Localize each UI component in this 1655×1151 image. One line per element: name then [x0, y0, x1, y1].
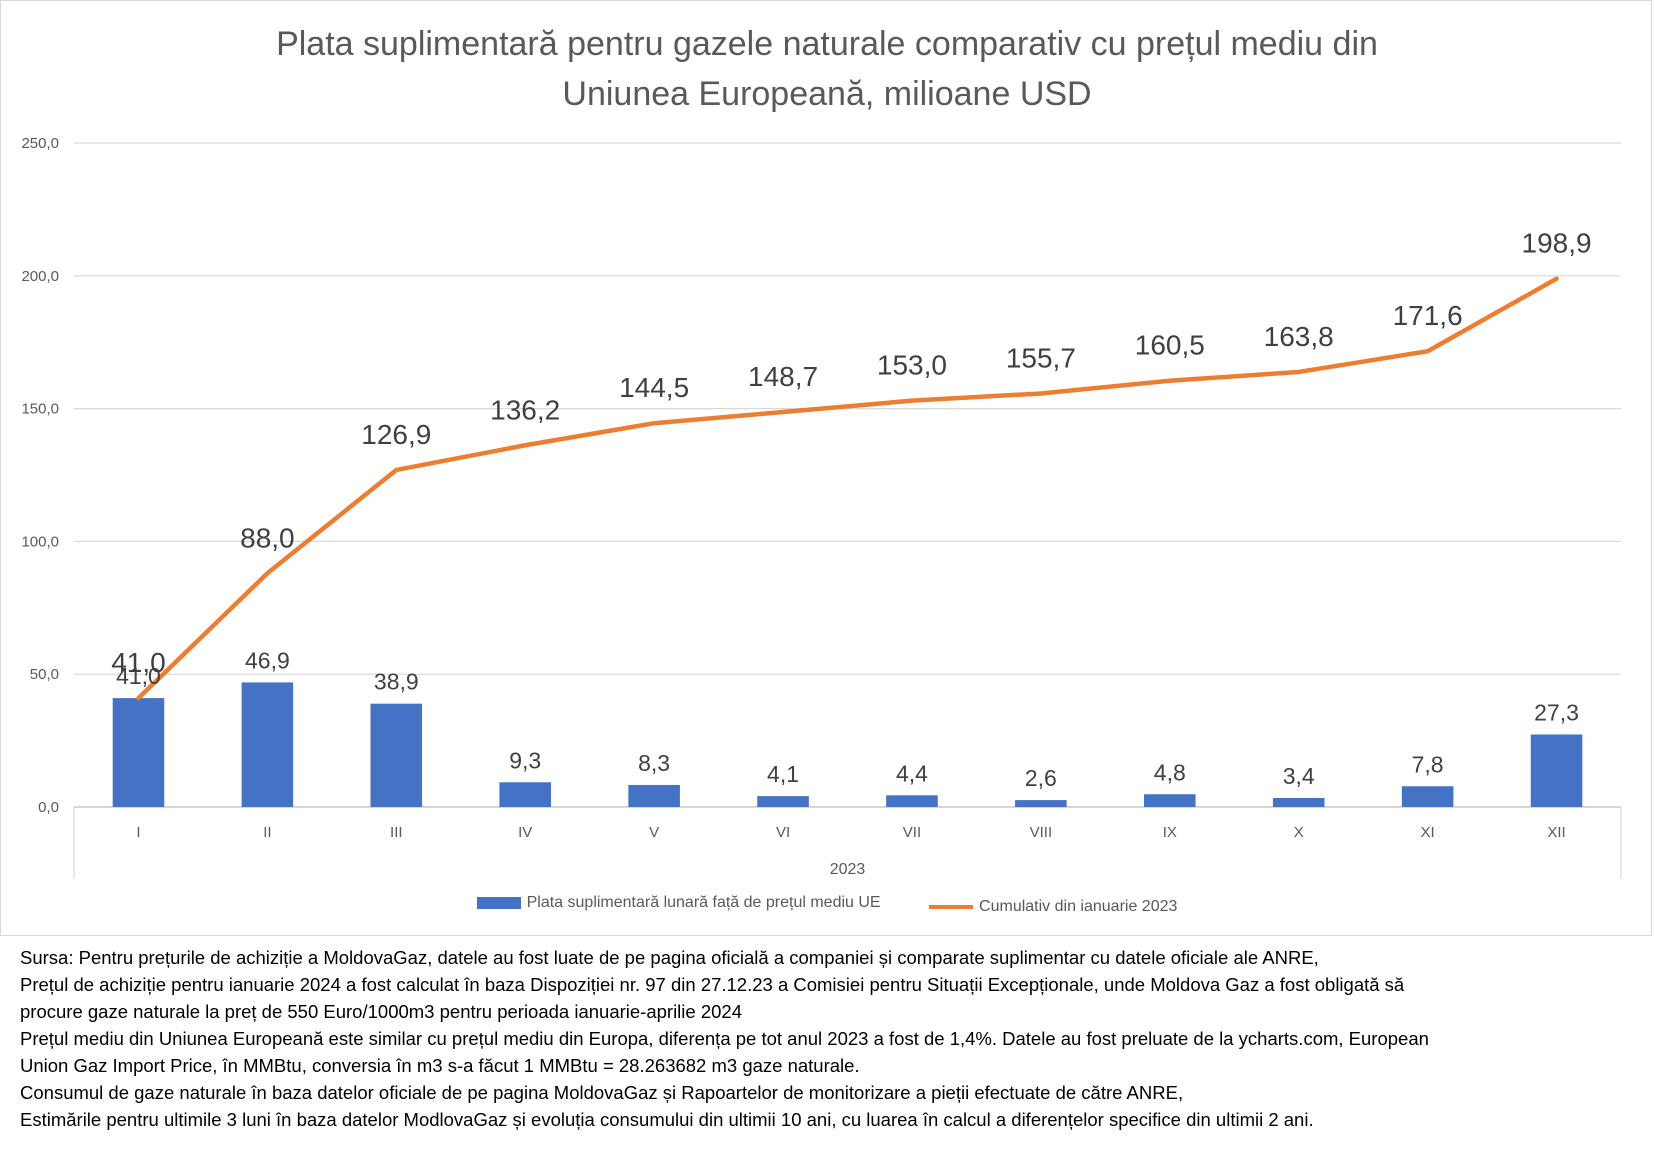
- chart-title-line-2: Uniunea Europeană, milioane USD: [562, 75, 1092, 113]
- bar-data-label: 4,4: [896, 760, 928, 786]
- bar-data-label: 7,8: [1412, 751, 1444, 777]
- line-data-label: 155,7: [1006, 342, 1076, 373]
- line-data-label: 163,8: [1264, 321, 1334, 352]
- y-tick-label: 0,0: [38, 799, 59, 816]
- x-tick-label: III: [390, 824, 403, 841]
- x-tick-label: V: [649, 824, 659, 841]
- x-tick-label: XI: [1421, 824, 1435, 841]
- line-data-label: 148,7: [748, 361, 818, 392]
- bar-data-label: 9,3: [509, 747, 541, 773]
- legend-label-bars: Plata suplimentară lunară față de prețul…: [526, 894, 881, 911]
- legend-item-line: Cumulativ din ianuarie 2023: [929, 898, 1177, 916]
- chart-area: Plata suplimentară pentru gazele natural…: [0, 0, 1652, 936]
- y-tick-label: 50,0: [30, 666, 59, 683]
- line-data-label: 171,6: [1393, 300, 1463, 331]
- chart-title-line-1: Plata suplimentară pentru gazele natural…: [276, 25, 1378, 63]
- note-line: Estimările pentru ultimile 3 luni în baz…: [20, 1109, 1314, 1130]
- note-line: Prețul de achiziție pentru ianuarie 2024…: [20, 974, 1405, 995]
- x-tick-label: II: [263, 824, 271, 841]
- bar-data-label: 3,4: [1283, 763, 1315, 789]
- cumulative-line: [136, 276, 1559, 701]
- line-data-label: 153,0: [877, 350, 947, 381]
- x-tick-label: X: [1294, 824, 1304, 841]
- legend-swatch-line: [929, 905, 974, 909]
- x-tick-label: VI: [776, 824, 790, 841]
- note-line: Sursa: Pentru prețurile de achiziție a M…: [20, 947, 1319, 968]
- y-tick-label: 250,0: [21, 135, 59, 152]
- y-axis-ticks: 0,0 50,0 100,0 150,0 200,0 250,0: [21, 135, 59, 816]
- x-tick-label: XII: [1547, 824, 1565, 841]
- bar: [886, 795, 938, 807]
- line-data-label: 198,9: [1522, 228, 1592, 259]
- x-tick-label: IV: [518, 824, 532, 841]
- bar-data-label: 38,9: [374, 669, 419, 695]
- note-line: Prețul mediu din Uniunea Europeană este …: [20, 1028, 1429, 1049]
- line-data-label: 144,5: [619, 372, 689, 403]
- legend-item-bars: Plata suplimentară lunară față de prețul…: [476, 894, 881, 912]
- bar-data-label: 2,6: [1025, 765, 1057, 791]
- bar: [1272, 797, 1325, 807]
- legend-label-line: Cumulativ din ianuarie 2023: [979, 898, 1178, 915]
- bar: [1530, 734, 1583, 807]
- line-data-label: 160,5: [1135, 330, 1205, 361]
- x-axis: I II III IV V VI VII VIII IX X XI XII: [73, 806, 1622, 879]
- bar-data-label: 4,1: [767, 761, 799, 787]
- note-line: Consumul de gaze naturale în baza datelo…: [20, 1082, 1184, 1103]
- bar-data-label: 8,3: [638, 750, 670, 776]
- bar: [499, 782, 551, 807]
- legend-swatch-bar: [476, 897, 521, 909]
- source-notes: Sursa: Pentru prețurile de achiziție a M…: [20, 944, 1645, 1133]
- note-line: procure gaze naturale la preț de 550 Eur…: [20, 1001, 742, 1022]
- bar-data-label: 41,0: [116, 663, 161, 689]
- x-axis-group-label: 2023: [830, 861, 866, 878]
- y-tick-label: 150,0: [21, 401, 59, 418]
- bar: [628, 784, 680, 807]
- x-tick-label: I: [136, 824, 140, 841]
- x-tick-label: VIII: [1030, 824, 1053, 841]
- y-tick-label: 200,0: [21, 268, 59, 285]
- bar: [1401, 786, 1454, 807]
- legend: Plata suplimentară lunară față de prețul…: [1, 894, 1653, 916]
- line-data-label: 126,9: [361, 419, 431, 450]
- bar-data-label: 4,8: [1154, 759, 1186, 785]
- x-tick-label: IX: [1163, 824, 1177, 841]
- bar-data-label: 27,3: [1534, 699, 1579, 725]
- x-tick-label: VII: [903, 824, 921, 841]
- chart-title: Plata suplimentară pentru gazele natural…: [1, 19, 1653, 119]
- line-data-label: 88,0: [240, 522, 295, 553]
- bar: [1015, 800, 1067, 807]
- bar: [1144, 794, 1196, 807]
- bar-series: [112, 682, 1583, 807]
- line-data-label: 136,2: [490, 394, 560, 425]
- y-tick-label: 100,0: [21, 533, 59, 550]
- line-data-label: 41,0: [111, 647, 166, 678]
- bar: [241, 682, 294, 807]
- note-line: Union Gaz Import Price, în MMBtu, conver…: [20, 1055, 860, 1076]
- bar-data-label: 46,9: [245, 647, 290, 673]
- bar: [757, 796, 809, 807]
- data-labels: 41,0 46,9 38,9 9,3 8,3 4,1 4,4 2,6 4,8 3,4 7,8 27,3…: [111, 228, 1591, 791]
- bar: [112, 698, 165, 807]
- line-series: [136, 276, 1559, 701]
- bar: [370, 703, 423, 807]
